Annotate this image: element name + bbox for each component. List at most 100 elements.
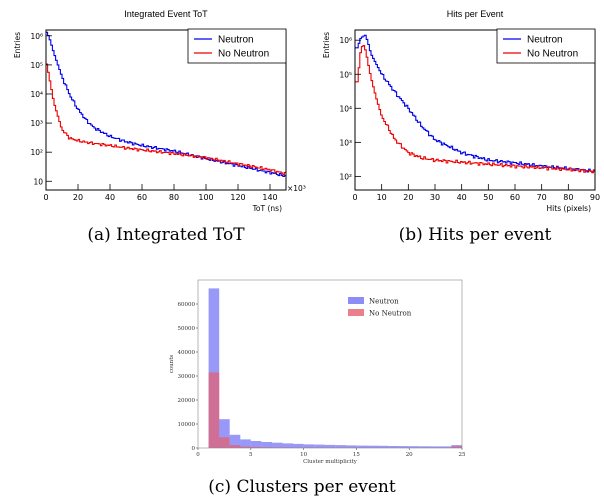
plot-frame	[45, 29, 287, 191]
x-tick-label: 60	[510, 193, 520, 202]
y-tick-label: 10⁴	[30, 90, 43, 99]
chart-title: Integrated Event ToT	[124, 9, 208, 19]
y-tick-label: 10²	[339, 172, 352, 181]
x-tick-label: 50	[483, 193, 493, 202]
x-tick-label: 60	[137, 193, 147, 202]
y-tick-label: 10²	[30, 148, 43, 157]
legend-label: No Neutron	[218, 49, 269, 60]
caption: (c) Clusters per event	[208, 477, 396, 497]
y-tick-label: 30000	[178, 374, 196, 380]
bar-no-neutron	[229, 445, 241, 448]
chart-0: Integrated Event ToT 0 20 40 60 80 100 120 140 10…	[13, 9, 306, 245]
bar-neutron	[271, 442, 283, 448]
y-tick-label: 40000	[178, 350, 196, 356]
x-axis-label: ToT (ns)	[252, 204, 282, 213]
chart-title: Hits per Event	[447, 9, 504, 19]
y-tick-label: 10⁶	[30, 32, 43, 41]
bar-neutron	[335, 445, 346, 448]
bar-neutron	[419, 446, 431, 448]
series-line-no-neutron	[355, 45, 595, 174]
y-axis-label: Entries	[13, 32, 22, 58]
x-tick-label: 80	[563, 193, 573, 202]
caption: (a) Integrated ToT	[87, 225, 245, 245]
plot-frame	[197, 279, 463, 449]
x-tick-label: 20	[73, 193, 83, 202]
y-axis-label: counts	[169, 355, 175, 374]
bar-neutron	[314, 444, 325, 448]
x-tick-label: 30	[430, 193, 440, 202]
plot-frame	[354, 29, 596, 191]
bar-neutron	[229, 434, 241, 448]
chart-1: Hits per Event 0 10 20 30 40 50 60 70 80 90 10² 10³ 1…	[322, 9, 600, 245]
y-tick-label: 10³	[339, 138, 352, 147]
x-tick-label: 0	[43, 193, 48, 202]
bar-neutron	[282, 443, 294, 448]
y-tick-label: 10³	[30, 119, 43, 128]
x-tick-label: 10	[377, 193, 387, 202]
x-tick-label: 25	[459, 452, 466, 458]
x-tick-label: 5	[249, 452, 253, 458]
bar-neutron	[367, 445, 378, 448]
y-tick-label: 10⁵	[339, 70, 352, 79]
bar-neutron	[219, 419, 230, 448]
bar-neutron	[409, 446, 420, 448]
bar-neutron	[377, 445, 389, 448]
x-axis-label: Cluster multiplicity	[303, 459, 358, 465]
x-tick-label: 0	[352, 193, 357, 202]
series-line-neutron	[46, 31, 286, 177]
bar-neutron	[261, 442, 272, 448]
bar-neutron	[324, 444, 336, 448]
bar-neutron	[440, 446, 452, 448]
legend-box	[187, 28, 287, 64]
bar-no-neutron	[261, 447, 272, 448]
x-axis-label: Hits (pixels)	[547, 204, 592, 213]
y-tick-label: 10000	[178, 422, 196, 428]
x-tick-label: 90	[590, 193, 600, 202]
bar-neutron	[345, 445, 357, 448]
y-tick-label: 10⁴	[339, 104, 352, 113]
bar-neutron	[240, 439, 251, 448]
bar-neutron	[398, 446, 410, 448]
x-tick-label: 120	[230, 193, 245, 202]
bar-no-neutron	[208, 372, 220, 448]
legend-label: Neutron	[218, 35, 254, 46]
y-axis-label: Entries	[322, 32, 331, 58]
x-tick-label: 70	[537, 193, 547, 202]
legend-swatch	[348, 297, 364, 304]
legend-box	[496, 28, 596, 64]
x-tick-label: 20	[406, 452, 413, 458]
y-tick-label: 10	[33, 177, 43, 186]
x-tick-label: 20	[403, 193, 413, 202]
y-tick-label: 50000	[178, 326, 196, 332]
x-tick-label: 15	[353, 452, 360, 458]
series-line-no-neutron	[46, 63, 286, 176]
bar-neutron	[208, 288, 220, 448]
legend: Neutron No Neutron	[187, 28, 287, 64]
legend: Neutron No Neutron	[496, 28, 596, 64]
bar-no-neutron	[219, 437, 230, 448]
legend-label: Neutron	[527, 35, 563, 46]
legend-label: Neutron	[369, 298, 399, 306]
bar-neutron	[250, 441, 262, 448]
caption: (b) Hits per event	[399, 225, 552, 245]
chart-2: 0 5 10 15 20 25 0 10000 20000 30000 40000 50000 6000…	[169, 279, 466, 497]
y-tick-label: 0	[192, 446, 196, 452]
y-tick-label: 10⁶	[339, 36, 352, 45]
bar-neutron	[303, 444, 315, 448]
bar-neutron	[356, 445, 367, 448]
y-tick-label: 20000	[178, 398, 196, 404]
x-tick-label: 80	[169, 193, 179, 202]
x-tick-label: 0	[196, 452, 200, 458]
bar-neutron	[430, 446, 441, 448]
bar-no-neutron	[451, 446, 462, 448]
legend-label: No Neutron	[527, 49, 578, 60]
x-tick-label: 140	[262, 193, 277, 202]
x-tick-label: 40	[105, 193, 115, 202]
y-tick-label: 60000	[178, 302, 196, 308]
x-tick-label: 40	[457, 193, 467, 202]
bar-no-neutron	[240, 446, 251, 448]
y-tick-label: 10⁵	[30, 61, 43, 70]
x-tick-label: 100	[198, 193, 213, 202]
bar-neutron	[293, 443, 304, 448]
